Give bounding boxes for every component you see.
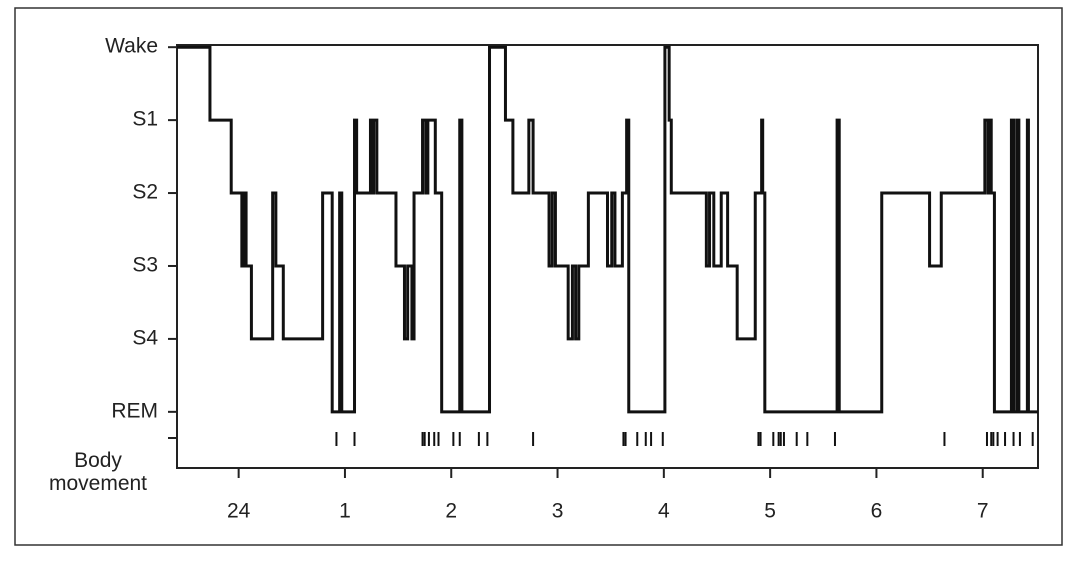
x-tick-label: 24 xyxy=(227,500,251,523)
hypnogram-line xyxy=(177,45,1038,414)
x-tick-label: 4 xyxy=(658,500,670,523)
y-tick-label: S4 xyxy=(132,326,158,349)
x-tick-label: 3 xyxy=(552,500,564,523)
x-tick-label: 5 xyxy=(764,500,776,523)
x-tick-label: 7 xyxy=(977,500,989,523)
y-tick-label: REM xyxy=(111,399,158,422)
body-movement-label: Body movement xyxy=(48,449,148,495)
x-tick-label: 6 xyxy=(871,500,883,523)
y-tick-label: S1 xyxy=(132,108,158,131)
y-tick-label: S2 xyxy=(132,181,158,204)
x-tick-label: 2 xyxy=(445,500,457,523)
y-tick-label: Wake xyxy=(105,35,158,58)
x-tick-label: 1 xyxy=(339,500,351,523)
y-tick-label: S3 xyxy=(132,254,158,277)
